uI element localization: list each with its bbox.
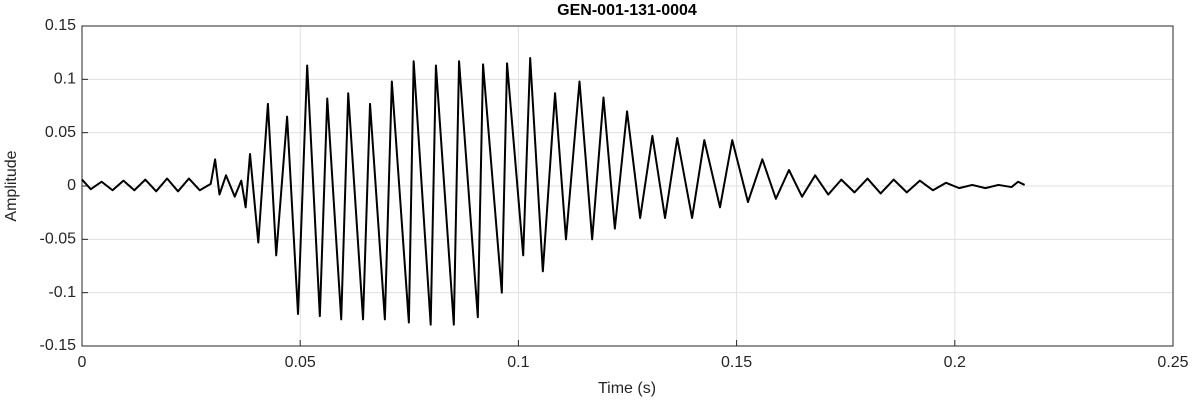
y-tick-label: 0: [67, 177, 76, 194]
y-tick-label: -0.1: [48, 284, 76, 301]
x-tick-label: 0.2: [944, 354, 966, 371]
x-tick-label: 0.05: [285, 354, 316, 371]
plot-frame: [81, 25, 1174, 347]
y-axis-label: Amplitude: [3, 150, 20, 221]
x-tick-label: 0.1: [507, 354, 529, 371]
x-tick-label: 0: [78, 354, 87, 371]
y-tick-label: 0.05: [45, 124, 76, 141]
y-tick-label: 0.1: [54, 71, 76, 88]
y-tick-label: -0.15: [40, 337, 77, 354]
y-tick-label: -0.05: [40, 231, 77, 248]
waveform-line: [81, 57, 1026, 326]
y-tick-label: 0.15: [45, 17, 76, 34]
chart-title: GEN-001-131-0004: [557, 2, 697, 19]
x-tick-label: 0.25: [1157, 354, 1188, 371]
x-axis-label: Time (s): [598, 380, 656, 397]
x-tick-label: 0.15: [721, 354, 752, 371]
